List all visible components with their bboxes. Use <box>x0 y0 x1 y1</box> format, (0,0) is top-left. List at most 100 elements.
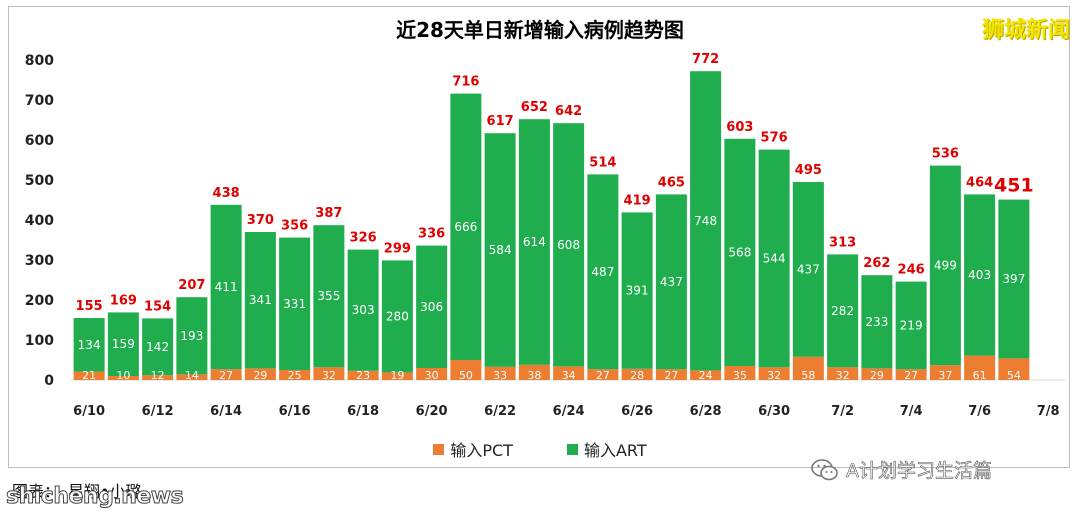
x-tick-label: 6/30 <box>758 404 790 419</box>
bar-art <box>553 123 585 367</box>
x-tick-label: 6/20 <box>416 404 448 419</box>
data-label-art: 403 <box>968 268 991 282</box>
data-label-total: 326 <box>350 231 377 246</box>
x-tick-label: 6/18 <box>347 404 379 419</box>
data-label-pct: 35 <box>733 369 747 382</box>
data-label-total: 336 <box>418 227 445 242</box>
data-label-pct: 27 <box>664 369 678 382</box>
data-label-pct: 61 <box>973 369 987 382</box>
bar-pct <box>450 360 482 380</box>
y-tick-label: 700 <box>25 93 54 109</box>
y-tick-label: 400 <box>25 213 54 229</box>
data-label-art: 499 <box>934 258 957 272</box>
bar-pct <box>518 364 550 380</box>
data-label-art: 355 <box>317 289 340 303</box>
bar-pct <box>142 375 174 380</box>
x-tick-label: 6/14 <box>210 404 242 419</box>
bar-art <box>690 71 722 371</box>
account-watermark-text: A计划学习生活篇 <box>846 460 993 483</box>
data-label-art: 608 <box>557 238 580 252</box>
bar-art <box>381 260 413 373</box>
bar-art <box>929 165 961 366</box>
bar-pct <box>107 376 139 380</box>
bar-pct <box>279 370 311 380</box>
bar-pct <box>347 370 379 380</box>
data-label-total: 617 <box>487 114 514 129</box>
data-label-pct: 21 <box>82 369 96 382</box>
x-tick-label: 6/26 <box>621 404 653 419</box>
data-label-art: 280 <box>386 309 409 323</box>
data-label-art: 341 <box>249 293 272 307</box>
site-watermark: shicheng.news <box>5 484 184 510</box>
x-tick-label: 6/12 <box>142 404 174 419</box>
data-label-pct: 24 <box>699 369 713 382</box>
y-tick-label: 300 <box>25 253 54 269</box>
bar-art <box>416 245 448 368</box>
data-label-total: 356 <box>281 219 308 234</box>
data-label-total: 419 <box>624 193 651 208</box>
legend-item-art: 输入ART <box>566 437 647 461</box>
bar-art <box>792 182 824 357</box>
bar-art <box>587 174 619 370</box>
data-label-pct: 32 <box>322 369 336 382</box>
bar-art <box>484 133 516 367</box>
data-label-art: 142 <box>146 340 169 354</box>
data-label-art: 391 <box>626 284 649 298</box>
data-label-total: 438 <box>213 186 240 201</box>
data-label-total: 246 <box>898 263 925 278</box>
bar-pct <box>861 368 893 380</box>
data-label-pct: 23 <box>356 369 370 382</box>
bar-pct <box>724 366 756 380</box>
data-label-total: 313 <box>829 235 856 250</box>
data-label-art: 614 <box>523 235 546 249</box>
data-label-total: 716 <box>452 75 479 90</box>
data-label-total: 299 <box>384 241 411 256</box>
data-label-total: 387 <box>315 206 342 221</box>
bar-pct <box>210 369 242 380</box>
legend-label-art: 输入ART <box>583 441 647 460</box>
bar-pct <box>621 368 653 380</box>
bar-art <box>450 93 482 360</box>
data-label-total: 652 <box>521 100 548 115</box>
data-label-art: 233 <box>865 315 888 329</box>
data-label-total: 169 <box>110 293 137 308</box>
bar-art <box>655 194 687 370</box>
data-label-art: 568 <box>728 245 751 259</box>
data-label-pct: 58 <box>801 369 815 382</box>
bar-art <box>621 212 653 369</box>
bar-art <box>724 138 756 366</box>
data-label-total: 603 <box>726 120 753 135</box>
bar-pct <box>655 369 687 380</box>
bar-art <box>518 119 550 365</box>
data-label-art: 437 <box>797 262 820 276</box>
account-watermark: A计划学习生活篇 <box>810 456 992 483</box>
bar-pct <box>827 367 859 380</box>
bar-pct <box>895 369 927 380</box>
data-label-art: 411 <box>215 280 238 294</box>
data-label-pct: 32 <box>836 369 850 382</box>
data-label-total: 155 <box>76 299 103 314</box>
bar-pct <box>964 355 996 380</box>
data-label-total: 207 <box>178 278 205 293</box>
data-label-total: 576 <box>761 131 788 146</box>
data-label-art: 159 <box>112 337 135 351</box>
x-tick-label: 6/22 <box>484 404 516 419</box>
bar-pct <box>176 374 208 380</box>
data-label-total: 464 <box>966 175 993 190</box>
bar-pct <box>73 371 105 380</box>
bar-art <box>861 275 893 369</box>
bar-pct <box>484 366 516 380</box>
brand-logo: 狮城新闻 <box>981 18 1070 43</box>
bar-art <box>210 204 242 370</box>
bar-pct <box>313 367 345 380</box>
x-tick-label: 7/2 <box>831 404 854 419</box>
data-label-pct: 33 <box>493 369 507 382</box>
legend-swatch-pct <box>433 443 445 455</box>
data-label-art: 437 <box>660 275 683 289</box>
x-tick-label: 6/28 <box>690 404 722 419</box>
data-label-pct: 54 <box>1007 369 1021 382</box>
bar-art <box>142 318 174 376</box>
bar-art <box>758 149 790 368</box>
data-label-pct: 19 <box>390 369 404 382</box>
data-label-total: 536 <box>932 147 959 162</box>
